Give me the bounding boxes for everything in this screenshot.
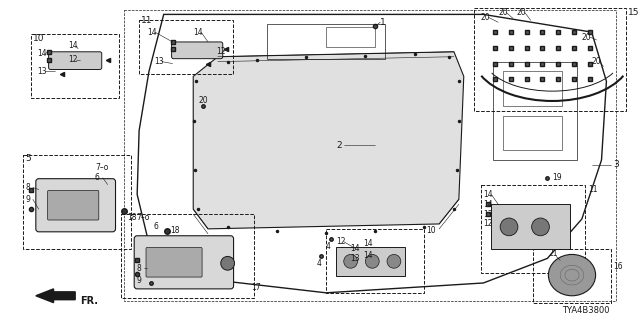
Text: 11: 11 <box>141 16 152 25</box>
Bar <box>481 185 585 273</box>
Text: 4: 4 <box>316 259 321 268</box>
Text: 15: 15 <box>628 8 639 17</box>
Text: 9: 9 <box>136 276 141 284</box>
Ellipse shape <box>344 254 358 268</box>
Text: 14: 14 <box>193 28 203 36</box>
Bar <box>503 71 562 106</box>
Text: 14: 14 <box>68 41 78 50</box>
Ellipse shape <box>221 256 234 270</box>
Bar <box>326 229 424 293</box>
Ellipse shape <box>365 254 379 268</box>
Text: 13: 13 <box>351 254 360 263</box>
Ellipse shape <box>548 254 596 296</box>
FancyBboxPatch shape <box>336 247 404 276</box>
Text: 14: 14 <box>483 190 493 199</box>
Text: 20: 20 <box>481 13 490 22</box>
Text: 2: 2 <box>336 141 342 150</box>
Text: 4: 4 <box>326 242 331 251</box>
Text: 8: 8 <box>136 264 141 273</box>
Text: FR.: FR. <box>80 296 98 306</box>
FancyBboxPatch shape <box>47 190 99 220</box>
Ellipse shape <box>532 218 549 236</box>
Text: 20: 20 <box>517 8 527 17</box>
Text: 6: 6 <box>154 222 159 231</box>
Bar <box>493 62 577 160</box>
Text: 14: 14 <box>483 200 493 209</box>
Bar <box>267 24 385 59</box>
Text: 12: 12 <box>216 47 225 56</box>
Bar <box>31 34 120 98</box>
FancyBboxPatch shape <box>49 52 102 69</box>
Text: 18: 18 <box>171 226 180 235</box>
Text: 14: 14 <box>37 49 47 58</box>
Text: 20: 20 <box>582 33 591 42</box>
Text: 13: 13 <box>154 57 163 66</box>
Text: 6: 6 <box>95 173 100 182</box>
FancyBboxPatch shape <box>36 179 115 232</box>
FancyBboxPatch shape <box>492 204 570 249</box>
Bar <box>23 155 131 249</box>
Text: 14: 14 <box>364 239 373 248</box>
Text: 5: 5 <box>25 154 31 163</box>
Text: 10: 10 <box>426 226 436 235</box>
Bar <box>122 214 254 298</box>
Text: 19: 19 <box>552 173 562 182</box>
Bar <box>124 11 616 301</box>
Text: 17: 17 <box>252 284 261 292</box>
Bar <box>474 7 626 111</box>
Text: 12: 12 <box>483 220 493 228</box>
Text: 1: 1 <box>380 18 386 27</box>
Bar <box>532 249 611 303</box>
Text: 12: 12 <box>336 237 346 246</box>
FancyBboxPatch shape <box>172 42 223 59</box>
FancyBboxPatch shape <box>146 248 202 277</box>
Text: 3: 3 <box>613 160 619 169</box>
Text: 14: 14 <box>351 244 360 253</box>
FancyArrow shape <box>36 289 75 303</box>
Text: 7–o: 7–o <box>95 164 108 172</box>
Text: TYA4B3800: TYA4B3800 <box>562 306 610 315</box>
Text: 13: 13 <box>37 67 47 76</box>
Text: 20: 20 <box>198 96 208 106</box>
Polygon shape <box>193 52 464 229</box>
Bar <box>326 27 375 47</box>
Text: 14: 14 <box>147 28 157 36</box>
Text: 16: 16 <box>613 262 623 271</box>
Text: 7–o: 7–o <box>136 212 150 221</box>
Text: 10: 10 <box>33 34 44 43</box>
Bar <box>503 116 562 150</box>
Bar <box>139 20 232 75</box>
Text: 18: 18 <box>127 212 137 221</box>
FancyBboxPatch shape <box>134 236 234 289</box>
Text: 9: 9 <box>25 195 30 204</box>
Text: 12: 12 <box>68 55 78 64</box>
Text: 8: 8 <box>25 183 29 192</box>
Text: 14: 14 <box>364 251 373 260</box>
Ellipse shape <box>500 218 518 236</box>
Text: 21: 21 <box>548 249 558 258</box>
Ellipse shape <box>387 254 401 268</box>
Text: 20: 20 <box>591 57 602 66</box>
Text: 11: 11 <box>588 185 597 194</box>
Text: 20: 20 <box>498 8 508 17</box>
Text: 13: 13 <box>483 210 493 219</box>
